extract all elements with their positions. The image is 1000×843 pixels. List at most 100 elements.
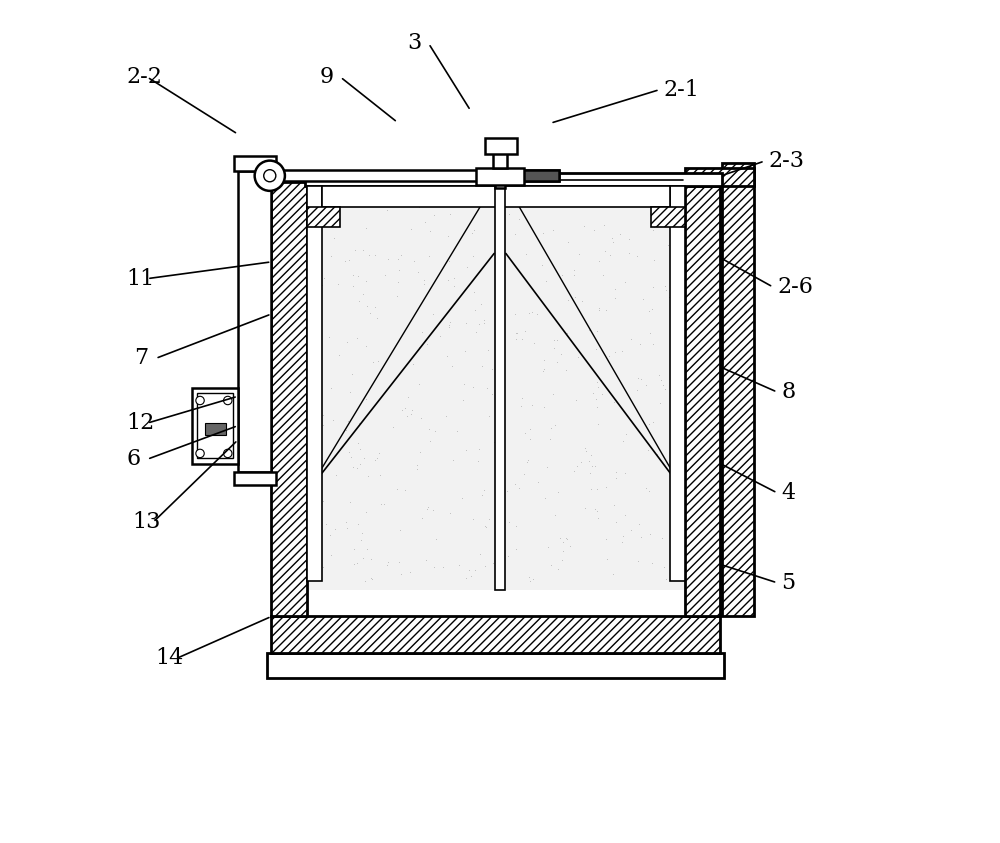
Point bbox=[630, 371, 646, 384]
Bar bbox=[271, 182, 307, 616]
Point bbox=[391, 263, 407, 277]
Circle shape bbox=[255, 161, 285, 191]
Point bbox=[630, 555, 646, 568]
Point bbox=[485, 556, 501, 569]
Point bbox=[598, 481, 614, 494]
Point bbox=[372, 468, 388, 481]
Point bbox=[539, 460, 555, 474]
Point bbox=[589, 375, 605, 389]
Point bbox=[516, 467, 532, 481]
Point bbox=[588, 343, 604, 357]
Point bbox=[476, 483, 492, 497]
Point bbox=[554, 554, 570, 567]
Point bbox=[615, 529, 631, 542]
Circle shape bbox=[196, 396, 204, 405]
Point bbox=[411, 201, 427, 214]
Point bbox=[552, 531, 568, 545]
Point bbox=[391, 556, 407, 569]
Point bbox=[508, 326, 524, 340]
Point bbox=[426, 208, 442, 222]
Point bbox=[581, 454, 597, 468]
Point bbox=[598, 303, 614, 316]
Point bbox=[546, 341, 562, 354]
Point bbox=[410, 266, 426, 279]
Point bbox=[476, 314, 492, 327]
Point bbox=[454, 491, 470, 505]
Point bbox=[363, 572, 379, 585]
Point bbox=[605, 567, 621, 581]
Point bbox=[587, 502, 603, 516]
Point bbox=[346, 542, 362, 556]
Text: 4: 4 bbox=[781, 482, 796, 504]
Point bbox=[467, 563, 483, 577]
Point bbox=[547, 418, 563, 432]
Point bbox=[416, 273, 432, 287]
Point bbox=[414, 325, 430, 338]
Point bbox=[558, 532, 574, 545]
Point bbox=[586, 223, 602, 237]
Point bbox=[378, 199, 394, 212]
Point bbox=[468, 325, 484, 338]
Point bbox=[341, 253, 357, 266]
Point bbox=[530, 475, 546, 488]
Point bbox=[598, 198, 614, 212]
Text: 6: 6 bbox=[126, 448, 140, 470]
Point bbox=[629, 250, 645, 263]
Point bbox=[590, 511, 606, 524]
Point bbox=[422, 434, 438, 448]
Point bbox=[640, 443, 656, 457]
Point bbox=[466, 223, 482, 237]
Point bbox=[596, 218, 612, 232]
Point bbox=[651, 453, 667, 466]
Point bbox=[443, 198, 459, 212]
Point bbox=[464, 227, 480, 240]
Point bbox=[370, 355, 386, 368]
Bar bbox=[485, 137, 517, 154]
Bar bbox=[651, 207, 685, 227]
Point bbox=[529, 308, 545, 321]
Point bbox=[642, 527, 658, 540]
Point bbox=[474, 488, 490, 502]
Point bbox=[666, 350, 682, 363]
Point bbox=[549, 334, 565, 347]
Point bbox=[406, 255, 422, 268]
Point bbox=[536, 362, 552, 375]
Point bbox=[394, 403, 410, 416]
Point bbox=[442, 315, 458, 329]
Point bbox=[534, 258, 550, 271]
Point bbox=[365, 356, 381, 369]
Point bbox=[344, 368, 360, 381]
Point bbox=[495, 534, 511, 548]
Point bbox=[661, 291, 677, 304]
Point bbox=[583, 448, 599, 461]
Point bbox=[355, 243, 371, 256]
Point bbox=[446, 279, 462, 293]
Point bbox=[650, 209, 666, 223]
Point bbox=[654, 532, 670, 545]
Point bbox=[470, 454, 486, 468]
Point bbox=[451, 559, 467, 572]
Point bbox=[349, 461, 365, 475]
Bar bbox=[307, 207, 340, 227]
Point bbox=[418, 553, 434, 566]
Point bbox=[588, 392, 604, 405]
Point bbox=[362, 306, 378, 319]
Bar bbox=[476, 168, 524, 185]
Point bbox=[478, 520, 494, 534]
Point bbox=[606, 498, 622, 512]
Point bbox=[341, 445, 357, 459]
Point bbox=[405, 357, 421, 370]
Point bbox=[315, 495, 331, 508]
Bar bbox=[192, 388, 238, 464]
Point bbox=[617, 466, 633, 480]
Point bbox=[558, 363, 574, 377]
Point bbox=[631, 517, 647, 530]
Point bbox=[535, 364, 551, 378]
Point bbox=[493, 240, 509, 254]
Bar bbox=[271, 616, 720, 652]
Point bbox=[537, 491, 553, 505]
Point bbox=[524, 306, 540, 319]
Point bbox=[566, 264, 582, 277]
Point bbox=[509, 326, 525, 340]
Bar bbox=[307, 191, 685, 589]
